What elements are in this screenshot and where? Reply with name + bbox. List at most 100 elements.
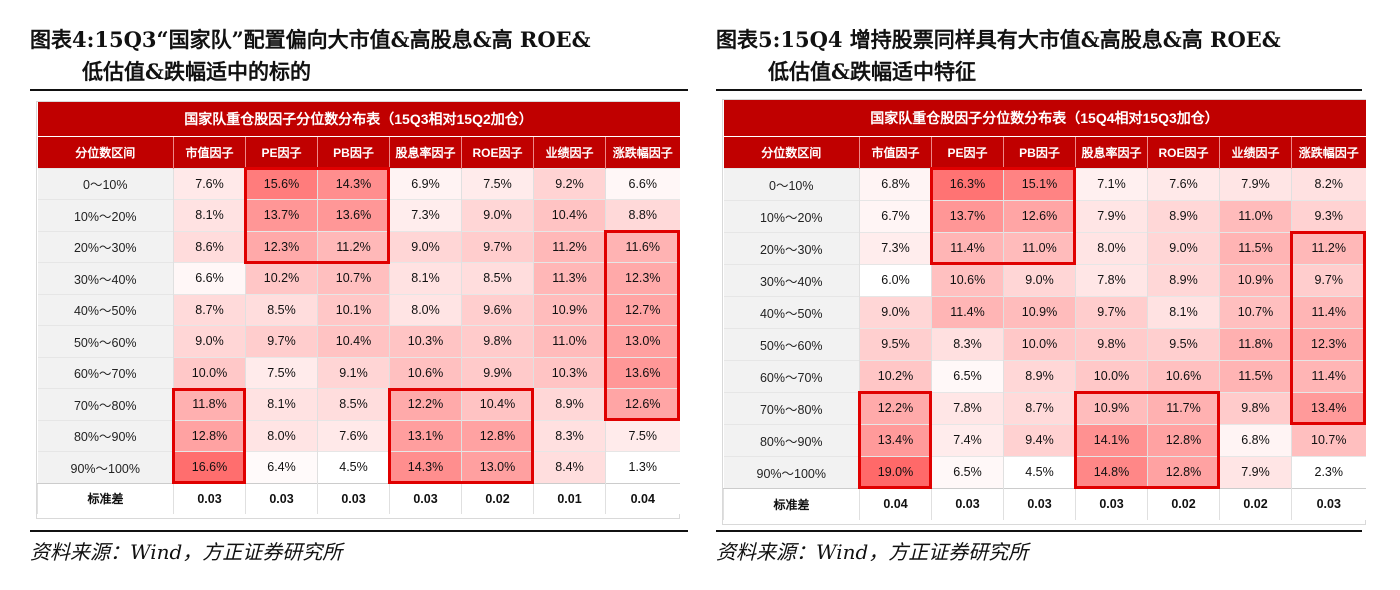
table-cell: 11.4% — [1291, 359, 1366, 392]
column-header-factor: PE因子 — [245, 136, 318, 168]
table-row: 30%～40% 6.0% 10.6% 9.0% 7.8% 8.9% 10.9% 9.7% — [723, 263, 1366, 296]
column-header-factor: 涨跌幅因子 — [1291, 136, 1366, 168]
row-label: 70%～80% — [37, 388, 174, 420]
table-cell: 7.8% — [1075, 263, 1148, 296]
column-header-factor: 市值因子 — [173, 136, 246, 168]
std-value: 0.03 — [389, 482, 462, 514]
table-cell: 12.2% — [389, 388, 462, 420]
std-value: 0.04 — [605, 482, 680, 514]
table-cell: 10.3% — [533, 356, 606, 389]
table-cell: 8.3% — [533, 419, 606, 452]
table-cell: 11.4% — [931, 295, 1004, 328]
table-cell: 6.8% — [1219, 423, 1292, 456]
table-cell: 10.0% — [1075, 359, 1148, 392]
std-label: 标准差 — [37, 482, 174, 514]
table-cell: 11.4% — [931, 231, 1004, 264]
row-label: 30%～40% — [37, 262, 174, 294]
table-cell: 12.8% — [1147, 423, 1220, 456]
table-cell: 9.0% — [1147, 231, 1220, 264]
table-cell: 11.0% — [1219, 199, 1292, 232]
row-label: 40%～50% — [723, 295, 860, 328]
table-cell: 9.4% — [1003, 423, 1076, 456]
figure-caption: 图表5:15Q4 增持股票同样具有大市值&高股息&高 ROE& 低估值&跌幅适中… — [716, 24, 1281, 88]
table-cell: 7.6% — [317, 419, 390, 452]
table-cell: 8.0% — [1075, 231, 1148, 264]
table-cell: 8.1% — [1147, 295, 1220, 328]
std-value: 0.03 — [317, 482, 390, 514]
table-cell: 13.0% — [605, 325, 680, 357]
table-row: 40%～50% 9.0% 11.4% 10.9% 9.7% 8.1% 10.7% 11.4% — [723, 295, 1366, 328]
table-cell: 7.9% — [1219, 455, 1292, 488]
right-figure: 图表5:15Q4 增持股票同样具有大市值&高股息&高 ROE& 低估值&跌幅适中… — [700, 0, 1400, 590]
table-cell: 8.2% — [1291, 167, 1366, 200]
table-cell: 11.5% — [1219, 359, 1292, 392]
std-label: 标准差 — [723, 487, 860, 520]
column-header-range: 分位数区间 — [723, 136, 860, 168]
column-header-row: 分位数区间 市值因子 PE因子 PB因子 股息率因子 ROE因子 业绩因子 涨跌幅因子 — [723, 136, 1366, 168]
table-cell: 10.6% — [1147, 359, 1220, 392]
table-cell: 12.8% — [461, 419, 534, 452]
table-cell: 10.2% — [859, 359, 932, 392]
source-rule — [30, 530, 688, 532]
factor-table-container: 国家队重仓股因子分位数分布表（15Q3相对15Q2加仓） 分位数区间 市值因子 PE… — [36, 101, 680, 519]
table-cell: 10.7% — [1291, 423, 1366, 456]
table-row: 90%～100% 19.0% 6.5% 4.5% 14.8% 12.8% 7.9% 2.3% — [723, 455, 1366, 488]
table-cell: 9.8% — [461, 325, 534, 357]
table-row: 10%～20% 6.7% 13.7% 12.6% 7.9% 8.9% 11.0% 9.3% — [723, 199, 1366, 232]
caption-rule — [30, 89, 688, 91]
table-cell: 8.5% — [245, 293, 318, 326]
table-cell: 4.5% — [1003, 455, 1076, 488]
table-cell: 11.2% — [317, 230, 390, 263]
table-cell: 15.6% — [245, 167, 318, 200]
std-value: 0.02 — [1147, 487, 1220, 520]
table-title: 国家队重仓股因子分位数分布表（15Q3相对15Q2加仓） — [37, 102, 680, 137]
column-header-factor: 涨跌幅因子 — [605, 136, 680, 168]
column-header-factor: 股息率因子 — [389, 136, 462, 168]
row-label: 50%～60% — [37, 325, 174, 357]
table-cell: 11.7% — [1147, 391, 1220, 424]
table-cell: 13.7% — [931, 199, 1004, 232]
table-cell: 11.8% — [173, 388, 246, 420]
table-cell: 6.8% — [859, 167, 932, 200]
column-header-factor: PE因子 — [931, 136, 1004, 168]
table-cell: 6.7% — [859, 199, 932, 232]
std-value: 0.03 — [245, 482, 318, 514]
source-note: 资料来源：Wind，方正证券研究所 — [716, 540, 1029, 564]
table-cell: 9.7% — [245, 325, 318, 357]
table-cell: 9.3% — [1291, 199, 1366, 232]
column-header-factor: PB因子 — [1003, 136, 1076, 168]
table-cell: 13.4% — [859, 423, 932, 456]
table-cell: 9.1% — [317, 356, 390, 389]
table-cell: 7.3% — [389, 199, 462, 231]
table-row: 20%～30% 7.3% 11.4% 11.0% 8.0% 9.0% 11.5% 11.2% — [723, 231, 1366, 264]
std-value: 0.01 — [533, 482, 606, 514]
table-cell: 11.6% — [605, 230, 680, 263]
row-label: 20%～30% — [723, 231, 860, 264]
table-cell: 7.4% — [931, 423, 1004, 456]
table-cell: 8.9% — [1147, 263, 1220, 296]
std-row: 标准差 0.04 0.03 0.03 0.03 0.02 0.02 0.03 — [723, 487, 1366, 520]
row-label: 30%～40% — [723, 263, 860, 296]
std-value: 0.03 — [1003, 487, 1076, 520]
table-cell: 8.9% — [533, 388, 606, 420]
std-value: 0.03 — [1291, 487, 1366, 520]
table-cell: 6.6% — [605, 167, 680, 200]
table-cell: 11.0% — [533, 325, 606, 357]
table-cell: 11.5% — [1219, 231, 1292, 264]
table-cell: 7.6% — [173, 167, 246, 200]
row-label: 80%～90% — [37, 419, 174, 452]
table-cell: 12.7% — [605, 293, 680, 326]
table-cell: 16.3% — [931, 167, 1004, 200]
table-cell: 8.5% — [317, 388, 390, 420]
table-cell: 9.7% — [1291, 263, 1366, 296]
caption-rule — [716, 89, 1362, 91]
std-row: 标准差 0.03 0.03 0.03 0.03 0.02 0.01 0.04 — [37, 482, 680, 514]
table-cell: 7.6% — [1147, 167, 1220, 200]
table-row: 0～10% 7.6% 15.6% 14.3% 6.9% 7.5% 9.2% 6.6% — [37, 167, 680, 200]
std-value: 0.02 — [461, 482, 534, 514]
factor-distribution-table: 国家队重仓股因子分位数分布表（15Q4相对15Q3加仓） 分位数区间 市值因子 PE… — [723, 100, 1366, 520]
std-value: 0.02 — [1219, 487, 1292, 520]
table-cell: 11.2% — [533, 230, 606, 263]
caption-line-1: 图表4:15Q3“国家队”配置偏向大市值&高股息&高 ROE& — [30, 27, 591, 52]
table-cell: 9.2% — [533, 167, 606, 200]
